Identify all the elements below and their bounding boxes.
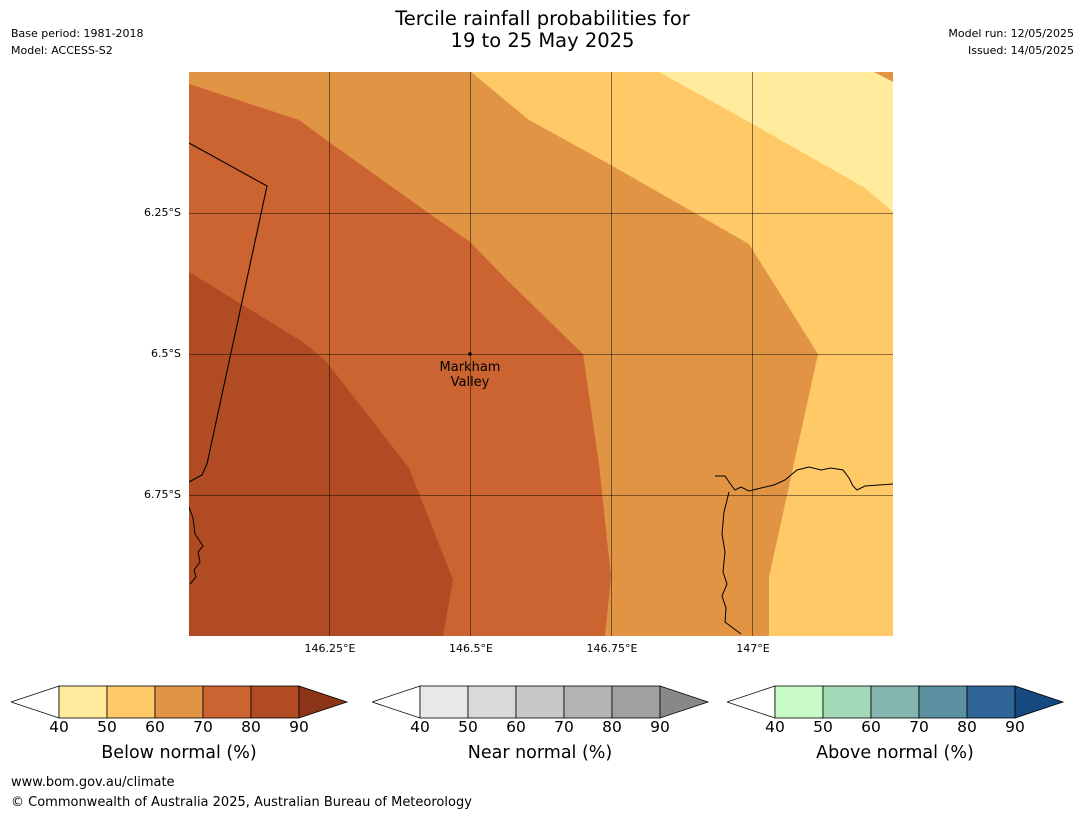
lon-tick-146-5: 146.5°E — [449, 642, 493, 655]
near-normal-tick-label: 50 — [458, 718, 478, 736]
near-normal-swatch-3 — [515, 685, 565, 719]
lon-tick-146-25: 146.25°E — [304, 642, 356, 655]
lat-tick-6-25: 6.25°S — [144, 206, 181, 219]
below-normal-tick-label: 80 — [241, 718, 261, 736]
below-normal-swatch-4 — [202, 685, 252, 719]
near-normal-tick-label: 90 — [650, 718, 670, 736]
coastline-west — [189, 506, 204, 585]
above-normal-tick-label: 40 — [765, 718, 785, 736]
graticule — [189, 72, 893, 636]
lat-tick-6-5: 6.5°S — [151, 347, 181, 360]
meta-right: Model run: 12/05/2025 Issued: 14/05/2025 — [948, 25, 1074, 59]
above-normal-colorbar — [727, 685, 1065, 719]
above-normal-tick-label: 60 — [861, 718, 881, 736]
region-below-50-60 — [471, 72, 893, 636]
map-title: Tercile rainfall probabilities for 19 to… — [0, 8, 1085, 52]
above-normal-lower-extension — [727, 685, 776, 719]
coastline-north — [715, 466, 893, 492]
below-normal-swatch-5 — [250, 685, 300, 719]
near-normal-swatch-5 — [611, 685, 661, 719]
below-normal-label: Below normal (%) — [101, 743, 257, 763]
meta-left: Base period: 1981-2018 Model: ACCESS-S2 — [11, 25, 143, 59]
near-normal-tick-label: 40 — [410, 718, 430, 736]
above-normal-tick-label: 80 — [957, 718, 977, 736]
issued-text: Issued: 14/05/2025 — [967, 44, 1074, 57]
footer-copyright: © Commonwealth of Australia 2025, Austra… — [11, 795, 472, 810]
region-below-80-90 — [189, 272, 453, 636]
below-normal-swatch-1 — [58, 685, 108, 719]
below-normal-swatch-3 — [154, 685, 204, 719]
above-normal-swatch-1 — [774, 685, 824, 719]
place-label: Markham Valley — [420, 360, 520, 390]
title-line-1: Tercile rainfall probabilities for — [395, 7, 690, 30]
near-normal-swatch-1 — [419, 685, 469, 719]
coastline-river — [721, 491, 742, 635]
near-normal-swatch-2 — [467, 685, 517, 719]
near-normal-swatch-4 — [563, 685, 613, 719]
lat-tick-6-75: 6.75°S — [144, 488, 181, 501]
footer-url: www.bom.gov.au/climate — [11, 775, 175, 790]
above-normal-swatch-3 — [870, 685, 920, 719]
near-normal-tick-label: 60 — [506, 718, 526, 736]
model-text: Model: ACCESS-S2 — [11, 44, 113, 57]
province-border-line — [189, 142, 268, 483]
markham-valley-marker — [468, 352, 472, 356]
place-label-line-1: Markham — [439, 360, 501, 375]
below-normal-tick-label: 40 — [49, 718, 69, 736]
above-normal-swatch-4 — [918, 685, 968, 719]
lon-tick-147: 147°E — [736, 642, 770, 655]
near-normal-tick-label: 70 — [554, 718, 574, 736]
below-normal-upper-extension — [298, 685, 349, 719]
below-normal-tick-label: 50 — [97, 718, 117, 736]
model-run-text: Model run: 12/05/2025 — [948, 27, 1074, 40]
above-normal-swatch-2 — [822, 685, 872, 719]
below-normal-tick-label: 60 — [145, 718, 165, 736]
near-normal-tick-label: 80 — [602, 718, 622, 736]
place-label-line-2: Valley — [450, 375, 490, 390]
below-normal-colorbar — [11, 685, 349, 719]
below-normal-lower-extension — [11, 685, 60, 719]
above-normal-swatch-5 — [966, 685, 1016, 719]
above-normal-label: Above normal (%) — [816, 743, 974, 763]
region-below-40-50 — [659, 72, 893, 212]
above-normal-tick-label: 70 — [909, 718, 929, 736]
lon-tick-146-75: 146.75°E — [586, 642, 638, 655]
base-period-text: Base period: 1981-2018 — [11, 27, 144, 40]
forecast-map — [189, 72, 893, 636]
near-normal-upper-extension — [659, 685, 710, 719]
above-normal-upper-extension — [1014, 685, 1065, 719]
below-normal-tick-label: 70 — [193, 718, 213, 736]
above-normal-tick-label: 90 — [1005, 718, 1025, 736]
above-normal-tick-label: 50 — [813, 718, 833, 736]
near-normal-label: Near normal (%) — [467, 743, 613, 763]
below-normal-tick-label: 90 — [289, 718, 309, 736]
title-line-2: 19 to 25 May 2025 — [450, 29, 635, 52]
near-normal-lower-extension — [372, 685, 421, 719]
below-normal-swatch-2 — [106, 685, 156, 719]
near-normal-colorbar — [372, 685, 710, 719]
